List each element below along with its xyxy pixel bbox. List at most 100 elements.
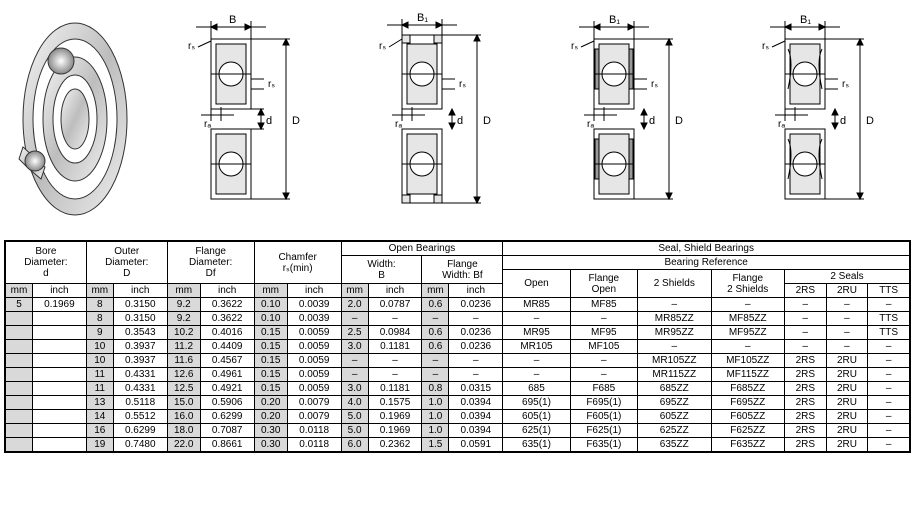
cell-D_in: 0.4331 <box>113 368 167 382</box>
cell-sh2: 635ZZ <box>638 438 711 452</box>
svg-text:D: D <box>292 115 300 127</box>
cell-d_mm: 5 <box>6 298 33 312</box>
cell-tts: – <box>868 340 910 354</box>
cell-fsh2: MF95ZZ <box>711 326 784 340</box>
cell-ch_mm: 0.15 <box>254 340 287 354</box>
cell-rs2: 2RS <box>784 382 826 396</box>
hdr-Df-in: inch <box>200 284 254 298</box>
hdr-2shields: 2 Shields <box>638 270 711 298</box>
cell-fopen: F635(1) <box>570 438 637 452</box>
cell-open: MR85 <box>503 298 570 312</box>
cell-d_in <box>32 340 86 354</box>
cell-Bf_in: 0.0315 <box>449 382 503 396</box>
cell-fsh2: F605ZZ <box>711 410 784 424</box>
hdr-bore: BoreDiameter:d <box>6 242 87 284</box>
svg-text:B₁: B₁ <box>417 12 428 24</box>
cell-D_mm: 16 <box>86 424 113 438</box>
cell-open: 605(1) <box>503 410 570 424</box>
cell-ch_mm: 0.15 <box>254 326 287 340</box>
cell-ch_mm: 0.15 <box>254 368 287 382</box>
cell-rs2: – <box>784 326 826 340</box>
cell-sh2: 605ZZ <box>638 410 711 424</box>
cell-d_mm <box>6 410 33 424</box>
cell-rs2: – <box>784 340 826 354</box>
cell-B_mm: – <box>341 354 368 368</box>
hdr-chamfer: Chamferrₛ(min) <box>254 242 341 284</box>
svg-text:d: d <box>649 115 655 127</box>
cell-d_in <box>32 424 86 438</box>
hdr-flange-2shields: Flange2 Shields <box>711 270 784 298</box>
cell-B_in: 0.1969 <box>368 410 422 424</box>
cell-fsh2: MF85ZZ <box>711 312 784 326</box>
hdr-width: Width:B <box>341 256 422 284</box>
cell-Df_mm: 9.2 <box>167 298 200 312</box>
cell-ru2: 2RU <box>826 438 868 452</box>
cell-d_in <box>32 368 86 382</box>
bearing-3d-svg <box>15 19 135 219</box>
cross-section-open: B rₛ rₐ rₛ d D <box>156 9 326 229</box>
cell-sh2: MR105ZZ <box>638 354 711 368</box>
svg-text:rₛ: rₛ <box>651 79 658 90</box>
cell-Df_in: 0.4409 <box>200 340 254 354</box>
cell-D_in: 0.6299 <box>113 424 167 438</box>
table-head: BoreDiameter:d OuterDiameter:D FlangeDia… <box>6 242 910 298</box>
cell-Df_in: 0.4567 <box>200 354 254 368</box>
cell-d_in <box>32 354 86 368</box>
table-row: 110.433112.50.49210.150.00593.00.11810.8… <box>6 382 910 396</box>
cell-D_mm: 10 <box>86 354 113 368</box>
cell-Bf_in: 0.0591 <box>449 438 503 452</box>
cell-Bf_mm: 0.6 <box>422 326 449 340</box>
cell-D_mm: 14 <box>86 410 113 424</box>
cell-d_in: 0.1969 <box>32 298 86 312</box>
cell-rs2: 2RS <box>784 368 826 382</box>
cross-section-shielded: B₁ rₛ rₐ rₛ d D <box>539 9 709 229</box>
cell-tts: – <box>868 396 910 410</box>
cell-tts: – <box>868 354 910 368</box>
bearing-3d-illustration <box>15 19 135 219</box>
cell-B_mm: 2.0 <box>341 298 368 312</box>
cell-sh2: MR85ZZ <box>638 312 711 326</box>
cell-sh2: 685ZZ <box>638 382 711 396</box>
cell-tts: – <box>868 382 910 396</box>
table-row: 130.511815.00.59060.200.00794.00.15751.0… <box>6 396 910 410</box>
hdr-Df-mm: mm <box>167 284 200 298</box>
cell-open: MR95 <box>503 326 570 340</box>
cell-Bf_mm: 1.0 <box>422 410 449 424</box>
cell-fopen: MF95 <box>570 326 637 340</box>
diagrams-row: B rₛ rₐ rₛ d D <box>4 4 911 234</box>
hdr-seal-shield: Seal, Shield Bearings <box>503 242 910 256</box>
cell-sh2: 625ZZ <box>638 424 711 438</box>
cell-ru2: – <box>826 340 868 354</box>
cell-sh2: – <box>638 340 711 354</box>
cell-D_mm: 11 <box>86 368 113 382</box>
cell-rs2: 2RS <box>784 410 826 424</box>
hdr-flange: FlangeDiameter:Df <box>167 242 254 284</box>
cell-Bf_mm: 1.0 <box>422 424 449 438</box>
svg-text:rₐ: rₐ <box>204 119 211 130</box>
cell-Df_mm: 9.2 <box>167 312 200 326</box>
cell-Bf_mm: – <box>422 312 449 326</box>
cell-tts: – <box>868 438 910 452</box>
cell-open: MR105 <box>503 340 570 354</box>
cell-ch_in: 0.0059 <box>287 382 341 396</box>
cell-Df_mm: 15.0 <box>167 396 200 410</box>
svg-text:rₐ: rₐ <box>395 119 402 130</box>
cell-D_in: 0.3150 <box>113 298 167 312</box>
svg-text:rₛ: rₛ <box>842 79 849 90</box>
cell-ch_mm: 0.15 <box>254 354 287 368</box>
hdr-d-in: inch <box>32 284 86 298</box>
cell-D_in: 0.3543 <box>113 326 167 340</box>
cell-Bf_mm: 0.6 <box>422 340 449 354</box>
cell-Df_in: 0.4016 <box>200 326 254 340</box>
cell-B_mm: – <box>341 368 368 382</box>
cell-open: 685 <box>503 382 570 396</box>
cell-fsh2: F625ZZ <box>711 424 784 438</box>
hdr-B-mm: mm <box>341 284 368 298</box>
cell-rs2: 2RS <box>784 438 826 452</box>
cell-d_in <box>32 326 86 340</box>
table: BoreDiameter:d OuterDiameter:D FlangeDia… <box>5 241 910 452</box>
cs3-svg: B₁ rₛ rₐ rₛ d D <box>539 9 709 229</box>
cell-tts: TTS <box>868 326 910 340</box>
bearing-table: BoreDiameter:d OuterDiameter:D FlangeDia… <box>4 240 911 453</box>
cell-B_mm: 3.0 <box>341 340 368 354</box>
